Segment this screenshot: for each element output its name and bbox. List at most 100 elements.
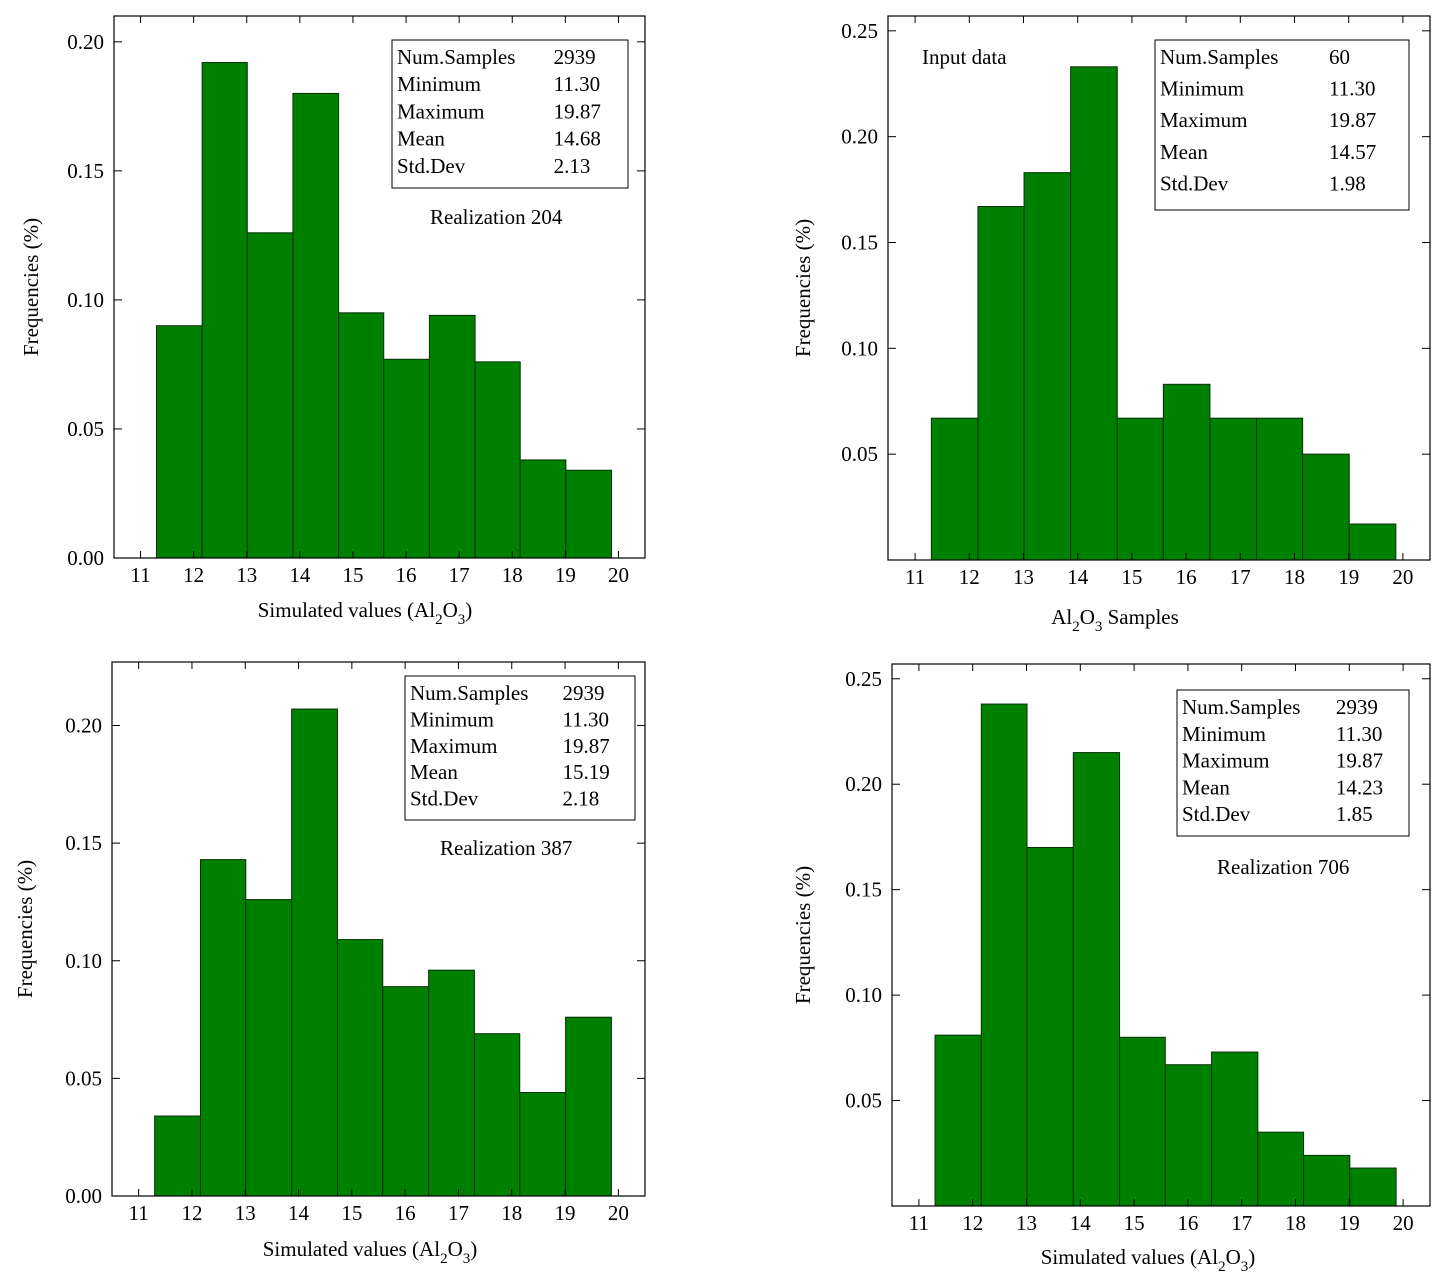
y-tick-label: 0.15 [67, 159, 104, 183]
stats-value: 14.57 [1329, 140, 1376, 164]
stats-value: 1.98 [1329, 171, 1366, 195]
x-axis-label-subscript: 3 [463, 1251, 471, 1267]
histogram-bar [154, 1115, 201, 1197]
stats-value: 19.87 [563, 734, 610, 758]
x-tick-label: 15 [342, 563, 363, 587]
x-tick-label: 11 [130, 563, 150, 587]
histogram-bar [565, 469, 613, 559]
x-tick-label: 11 [909, 1211, 929, 1235]
panel-annotation: Realization 204 [430, 205, 563, 229]
histogram-bar [245, 899, 293, 1197]
stats-value: 60 [1329, 45, 1350, 69]
y-tick-label: 0.20 [65, 714, 102, 738]
x-axis-label-mid: O [443, 598, 458, 622]
stats-label: Minimum [410, 707, 494, 731]
stats-value: 2.13 [554, 154, 591, 178]
histogram-bar [1072, 752, 1121, 1207]
x-tick-label: 20 [608, 563, 629, 587]
histogram-bar [1116, 417, 1164, 561]
y-tick-label: 0.25 [841, 19, 878, 43]
y-tick-label: 0.00 [67, 546, 104, 570]
x-tick-label: 13 [1013, 565, 1034, 589]
stats-label: Maximum [410, 734, 498, 758]
stats-label: Std.Dev [410, 787, 479, 811]
histogram-bar [155, 325, 203, 559]
x-tick-label: 15 [341, 1201, 362, 1225]
y-tick-label: 0.00 [65, 1184, 102, 1208]
x-tick-label: 14 [1067, 565, 1089, 589]
y-tick-label: 0.15 [65, 831, 102, 855]
histogram-bar [1211, 1051, 1259, 1207]
x-axis-label-subscript: 2 [1218, 1259, 1226, 1275]
y-tick-label: 0.20 [845, 772, 882, 796]
x-tick-label: 19 [555, 1201, 576, 1225]
x-axis-label-subscript: 2 [440, 1251, 448, 1267]
plot-frame [111, 661, 646, 1197]
stats-value: 2.18 [563, 787, 600, 811]
histogram-bar [382, 986, 430, 1197]
histogram-bar [980, 703, 1028, 1207]
y-axis-label: Frequencies (%) [791, 219, 815, 357]
y-tick-label: 0.20 [841, 125, 878, 149]
x-axis-label-mid: O [448, 1237, 463, 1261]
x-tick-label: 13 [1016, 1211, 1037, 1235]
x-tick-label: 16 [395, 1201, 416, 1225]
panel-annotation: Realization 387 [440, 836, 572, 860]
histogram-bar [474, 361, 521, 559]
stats-label: Mean [1160, 140, 1208, 164]
x-tick-label: 18 [1285, 1211, 1306, 1235]
histogram-bar [473, 1033, 521, 1197]
x-axis-label-mid: O [1080, 605, 1095, 629]
stats-label: Mean [410, 760, 458, 784]
x-tick-label: 13 [235, 1201, 256, 1225]
histogram-bar [1257, 1131, 1305, 1207]
stats-value: 14.68 [554, 127, 601, 151]
stats-label: Std.Dev [397, 154, 466, 178]
histogram-bar [292, 92, 340, 559]
y-tick-label: 0.05 [65, 1066, 102, 1090]
plot-frame [113, 15, 646, 559]
stats-value: 1.85 [1336, 802, 1373, 826]
stats-box: Num.Samples 2939 Minimum 11.30 Maximum 19.87 M… [404, 675, 636, 821]
panel-annotation: Realization 706 [1217, 855, 1349, 879]
histogram-bar [428, 314, 476, 559]
y-tick-label: 0.15 [845, 878, 882, 902]
stats-label: Maximum [1160, 108, 1248, 132]
y-tick-label: 0.10 [67, 288, 104, 312]
x-tick-label: 18 [501, 1201, 522, 1225]
histogram-bar [565, 1016, 612, 1197]
x-tick-label: 11 [905, 565, 925, 589]
x-tick-label: 16 [396, 563, 417, 587]
stats-label: Maximum [1182, 749, 1270, 773]
realization-204-panel: 11 12 13 14 15 16 17 18 19 20 0.00 0.05 0.10 0.15 0.20… [19, 15, 646, 628]
x-tick-label: 17 [449, 563, 470, 587]
y-axis-label: Frequencies (%) [19, 218, 43, 356]
stats-box-frame [391, 39, 629, 189]
realization-706-panel: 11 12 13 14 15 16 17 18 19 20 0.05 0.10 0.15 0.20 0.25… [791, 663, 1431, 1275]
stats-label: Num.Samples [1160, 45, 1278, 69]
x-tick-label: 20 [608, 1201, 629, 1225]
y-tick-label: 0.20 [67, 30, 104, 54]
x-axis-label-subscript: 3 [1241, 1259, 1249, 1275]
y-tick-label: 0.05 [845, 1089, 882, 1113]
plot-frame [891, 663, 1431, 1207]
x-axis-label: Al2O3 Samples [1051, 605, 1179, 635]
x-axis-label-prefix: Simulated values (Al [263, 1237, 440, 1261]
x-tick-label: 14 [289, 563, 311, 587]
stats-value: 11.30 [554, 72, 600, 96]
histogram-bar [934, 1034, 982, 1207]
y-tick-label: 0.10 [845, 983, 882, 1007]
x-axis-label-subscript: 3 [1095, 619, 1103, 635]
stats-box-frame [1176, 689, 1410, 837]
histogram-bar [199, 859, 247, 1197]
realization-387-panel: 11 12 13 14 15 16 17 18 19 20 0.00 0.05 0.10 0.15 0.20… [13, 661, 646, 1267]
x-tick-label: 18 [1284, 565, 1305, 589]
stats-value: 2939 [563, 681, 605, 705]
x-tick-label: 12 [959, 565, 980, 589]
histogram-bar [1119, 1036, 1166, 1207]
x-tick-label: 19 [555, 563, 576, 587]
stats-box: Num.Samples 60 Minimum 11.30 Maximum 19.87 Mea… [1154, 39, 1410, 211]
x-axis-label-prefix: Al [1051, 605, 1072, 629]
x-tick-label: 12 [183, 563, 204, 587]
